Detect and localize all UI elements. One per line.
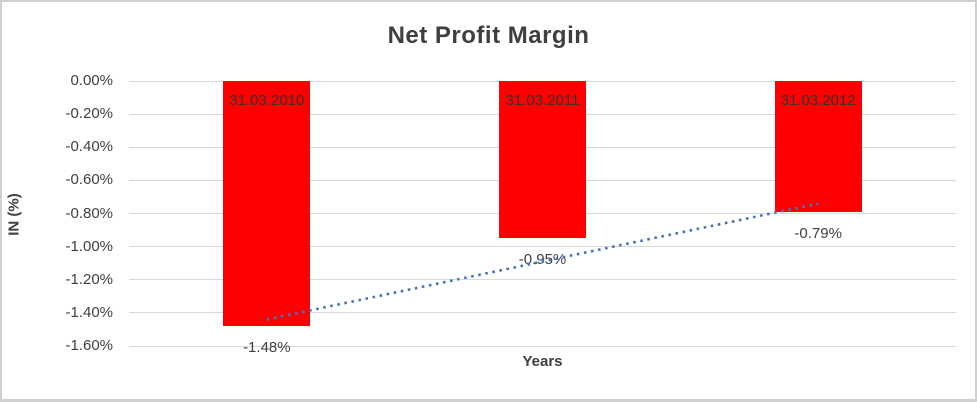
bar-value-label: -1.48% [243,339,291,357]
y-axis-tick-label: -1.40% [65,303,113,321]
bar-value-label: -0.79% [794,224,842,242]
bar-value-label: -0.95% [518,251,567,269]
y-axis-tick-label: -1.20% [65,270,113,288]
bar [774,81,862,212]
y-axis-tick-label: -1.60% [65,337,113,354]
y-axis-tick-label: -0.20% [65,105,113,123]
y-axis-tick-label: 0.00% [70,72,113,89]
y-axis-tick-label: -0.80% [65,204,113,222]
bar-category-label: 31.03.2011 [505,92,580,109]
bar-category-label: 31.03.2012 [780,92,856,109]
gridline [129,345,956,347]
chart-title: Net Profit Margin [387,22,590,49]
y-axis-tick-label: -0.60% [65,171,113,189]
x-axis-title: Years [522,353,563,370]
bar [223,81,311,327]
bar-category-label: 31.03.2010 [229,92,305,109]
y-axis-tick-label: -1.00% [65,237,113,255]
y-axis-tick-label: -0.40% [65,138,113,156]
